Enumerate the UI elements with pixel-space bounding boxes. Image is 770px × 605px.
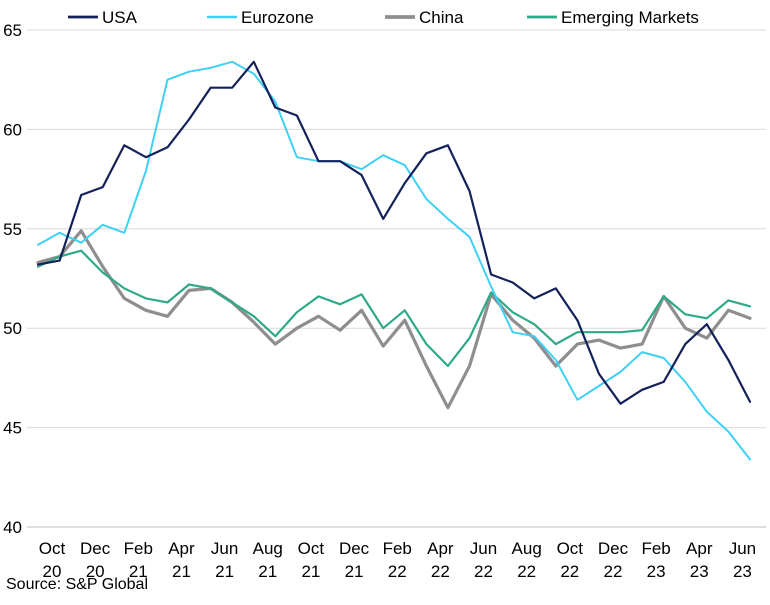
y-tick-label: 65 [3,21,22,40]
x-tick-label-year: 21 [172,562,191,581]
x-tick-label-year: 21 [129,562,148,581]
x-tick-label-year: 23 [733,562,752,581]
x-tick-label-year: 22 [431,562,450,581]
x-tick-label-month: Apr [427,539,454,558]
x-tick-label-year: 22 [560,562,579,581]
x-tick-label-year: 21 [215,562,234,581]
legend-label: USA [102,8,138,27]
x-tick-label-month: Oct [557,539,584,558]
y-tick-label: 40 [3,518,22,537]
x-tick-label-month: Jun [470,539,497,558]
series-line-emerging-markets [36,249,752,368]
x-tick-label-month: Dec [339,539,370,558]
x-tick-label-month: Apr [686,539,713,558]
x-tick-label-month: Jun [211,539,238,558]
series-line-china [36,229,752,410]
x-tick-label-month: Dec [598,539,629,558]
x-tick-label-month: Feb [383,539,412,558]
y-axis: 40 45 50 55 60 65 [3,21,22,537]
x-tick-label-year: 22 [604,562,623,581]
x-tick-label-month: Dec [80,539,111,558]
x-tick-label-year: 21 [345,562,364,581]
source-note: Source: S&P Global [6,576,149,593]
legend: USA Eurozone China Emerging Markets [68,8,699,27]
legend-label: Emerging Markets [561,8,699,27]
y-tick-label: 55 [3,220,22,239]
x-tick-label-month: Apr [168,539,195,558]
x-tick-label-month: Feb [641,539,670,558]
x-tick-label-year: 21 [301,562,320,581]
series-line-eurozone [37,60,751,461]
gridlines [27,29,766,429]
x-tick-label-month: Feb [124,539,153,558]
x-tick-label-month: Jun [729,539,756,558]
x-tick-label-year: 23 [690,562,709,581]
x-tick-label-year: 21 [258,562,277,581]
series-lines [36,60,752,461]
x-tick-label-year: 20 [43,562,62,581]
x-tick-label-year: 22 [517,562,536,581]
x-tick-label-year: 20 [86,562,105,581]
x-tick-label-year: 22 [388,562,407,581]
x-tick-label-month: Oct [298,539,325,558]
x-axis: Oct 20 Dec 20 Feb 21 Apr 21 Jun 21 Aug 21 Oct 21 Dec 21… [39,539,756,581]
x-tick-label-month: Aug [512,539,542,558]
x-tick-label-year: 22 [474,562,493,581]
series-line-usa [36,60,752,405]
legend-label: Eurozone [241,8,314,27]
y-tick-label: 60 [3,120,22,139]
legend-label: China [419,8,464,27]
x-tick-label-month: Oct [39,539,66,558]
x-tick-label-year: 23 [647,562,666,581]
y-tick-label: 45 [3,419,22,438]
x-tick-label-month: Aug [253,539,283,558]
y-tick-label: 50 [3,319,22,338]
